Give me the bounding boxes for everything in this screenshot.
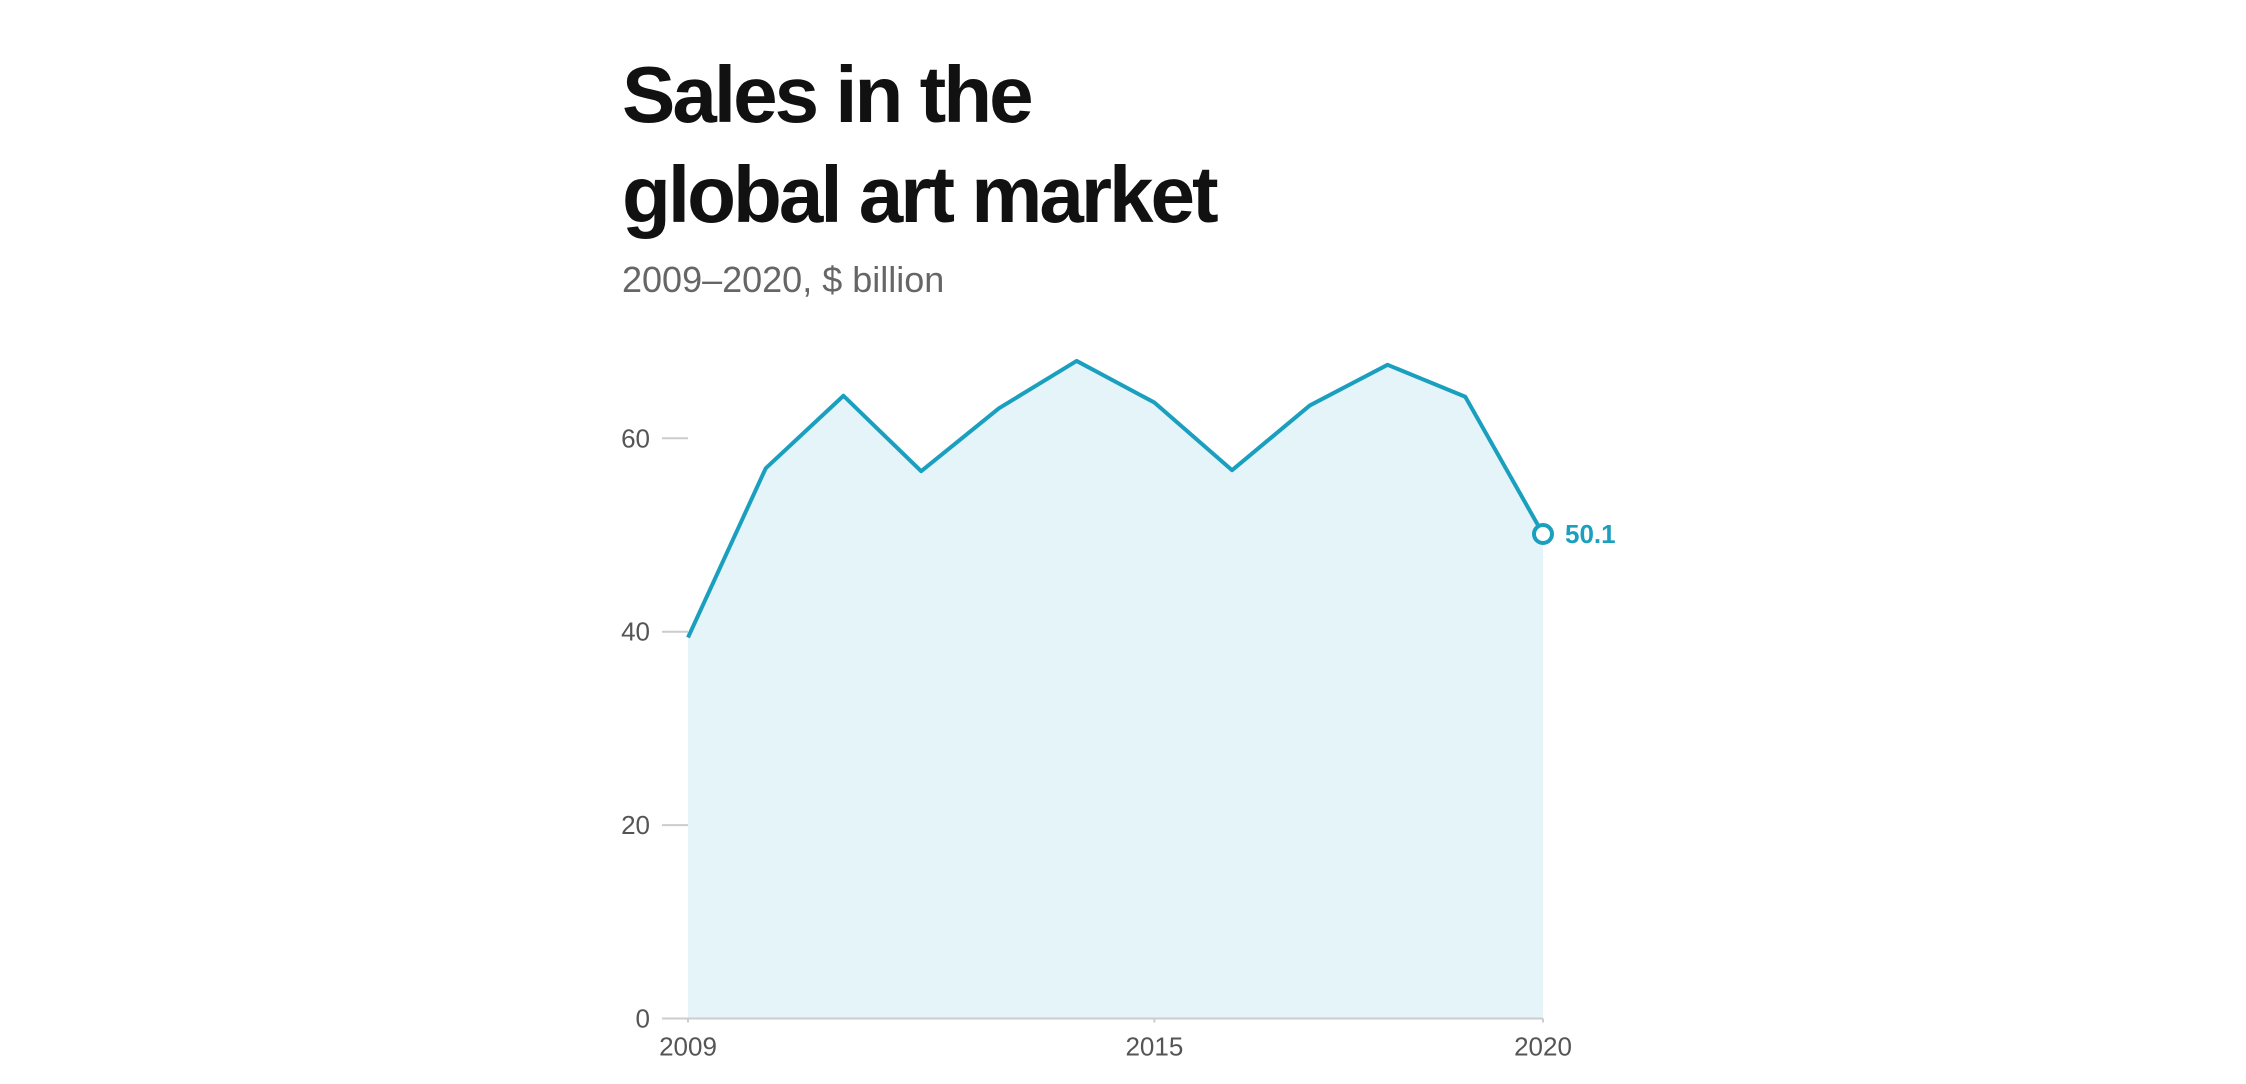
x-tick-label: 2020 [1514,1032,1572,1062]
x-tick-label: 2015 [1125,1032,1183,1062]
y-tick-label: 40 [621,617,650,647]
chart-title: Sales in the [622,50,1031,139]
last-point [1532,523,1554,546]
y-tick-label: 60 [621,423,650,453]
x-tick-label: 2009 [659,1032,717,1062]
chart-title: global art market [622,150,1218,239]
line [686,358,1545,639]
y-tick-label: 0 [636,1004,650,1034]
y-tick-label: 20 [621,810,650,840]
data-label: 50.1 [1565,519,1616,549]
area [688,360,1543,1019]
chart-subtitle: 2009–2020, $ billion [622,259,944,300]
